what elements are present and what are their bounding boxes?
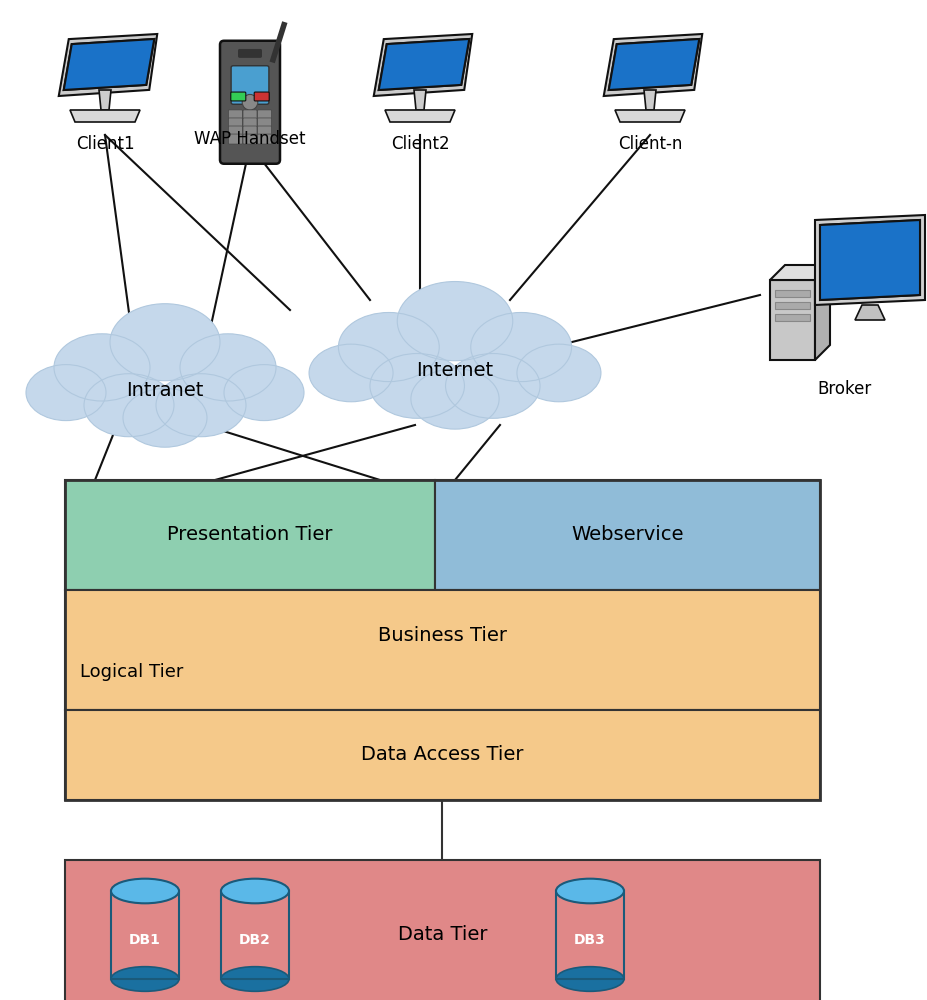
Bar <box>65 480 435 590</box>
FancyBboxPatch shape <box>774 314 809 321</box>
Bar <box>555 891 623 979</box>
Bar <box>65 480 819 800</box>
Bar <box>555 891 623 979</box>
Polygon shape <box>769 280 814 360</box>
Polygon shape <box>615 110 684 122</box>
FancyBboxPatch shape <box>774 290 809 297</box>
Ellipse shape <box>221 967 288 991</box>
Ellipse shape <box>555 967 623 991</box>
Text: Data Tier: Data Tier <box>398 926 487 944</box>
Polygon shape <box>819 220 919 300</box>
Ellipse shape <box>84 374 174 437</box>
Text: Broker: Broker <box>817 380 871 398</box>
Text: Client-n: Client-n <box>617 135 681 153</box>
Polygon shape <box>608 39 699 90</box>
Polygon shape <box>643 90 655 110</box>
Bar <box>435 480 819 590</box>
Polygon shape <box>608 39 699 90</box>
Text: Intranet: Intranet <box>126 381 203 400</box>
FancyBboxPatch shape <box>228 134 242 144</box>
Polygon shape <box>99 90 111 110</box>
Polygon shape <box>814 265 829 360</box>
Ellipse shape <box>111 967 179 991</box>
Bar <box>65 710 819 800</box>
Polygon shape <box>64 39 154 90</box>
Text: Presentation Tier: Presentation Tier <box>167 526 333 544</box>
Bar <box>111 891 179 979</box>
Bar <box>111 891 179 979</box>
Ellipse shape <box>110 304 220 381</box>
Polygon shape <box>603 34 702 96</box>
Text: Data Access Tier: Data Access Tier <box>361 746 523 764</box>
Ellipse shape <box>555 879 623 903</box>
Ellipse shape <box>54 334 150 401</box>
Bar <box>221 891 288 979</box>
FancyBboxPatch shape <box>228 126 242 136</box>
Polygon shape <box>385 110 454 122</box>
Ellipse shape <box>338 312 438 382</box>
Ellipse shape <box>309 344 393 402</box>
Polygon shape <box>64 39 154 90</box>
Polygon shape <box>769 265 829 280</box>
FancyBboxPatch shape <box>228 110 242 120</box>
Text: DB2: DB2 <box>239 933 271 947</box>
Text: Client1: Client1 <box>76 135 134 153</box>
Text: DB1: DB1 <box>129 933 160 947</box>
FancyBboxPatch shape <box>238 49 261 57</box>
Polygon shape <box>374 34 472 96</box>
Ellipse shape <box>516 344 601 402</box>
Ellipse shape <box>445 354 540 418</box>
FancyBboxPatch shape <box>258 110 272 120</box>
Polygon shape <box>413 90 425 110</box>
Ellipse shape <box>111 879 179 903</box>
Polygon shape <box>58 34 157 96</box>
Text: Client2: Client2 <box>390 135 449 153</box>
FancyBboxPatch shape <box>254 92 269 101</box>
FancyBboxPatch shape <box>220 41 280 164</box>
FancyBboxPatch shape <box>258 134 272 144</box>
FancyBboxPatch shape <box>231 66 269 104</box>
Text: Internet: Internet <box>416 361 493 380</box>
Text: WAP Handset: WAP Handset <box>194 130 305 148</box>
Bar <box>167 891 179 979</box>
Bar <box>611 891 623 979</box>
Ellipse shape <box>221 879 288 903</box>
FancyBboxPatch shape <box>774 302 809 309</box>
Ellipse shape <box>411 369 499 429</box>
Ellipse shape <box>180 334 275 401</box>
FancyBboxPatch shape <box>228 118 242 128</box>
Ellipse shape <box>470 312 571 382</box>
FancyBboxPatch shape <box>258 126 272 136</box>
Ellipse shape <box>223 365 304 421</box>
Text: DB3: DB3 <box>574 933 605 947</box>
Bar <box>65 590 819 710</box>
Text: Logical Tier: Logical Tier <box>80 663 184 681</box>
Bar <box>276 891 288 979</box>
Text: Business Tier: Business Tier <box>377 626 506 645</box>
Polygon shape <box>819 220 919 300</box>
FancyBboxPatch shape <box>243 110 257 120</box>
FancyBboxPatch shape <box>258 118 272 128</box>
Ellipse shape <box>156 374 246 437</box>
Polygon shape <box>70 110 140 122</box>
Ellipse shape <box>26 365 106 421</box>
Polygon shape <box>378 39 469 90</box>
FancyBboxPatch shape <box>243 126 257 136</box>
Circle shape <box>242 94 258 110</box>
FancyBboxPatch shape <box>243 134 257 144</box>
FancyBboxPatch shape <box>231 92 246 101</box>
Bar <box>221 891 288 979</box>
Bar <box>65 860 819 1000</box>
Ellipse shape <box>397 282 513 361</box>
Ellipse shape <box>123 388 207 447</box>
Polygon shape <box>854 305 884 320</box>
FancyBboxPatch shape <box>243 118 257 128</box>
Polygon shape <box>378 39 469 90</box>
Polygon shape <box>814 215 924 305</box>
Ellipse shape <box>370 354 464 418</box>
Text: Webservice: Webservice <box>571 526 683 544</box>
